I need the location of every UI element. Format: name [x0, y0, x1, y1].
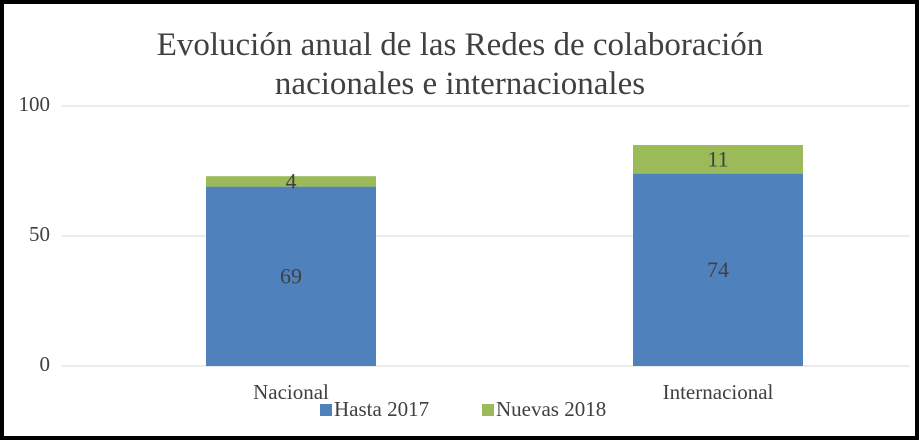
bar-segment — [206, 176, 376, 187]
data-label: 69 — [280, 263, 302, 288]
data-label: 4 — [286, 168, 297, 193]
legend-label: Nuevas 2018 — [496, 397, 606, 421]
y-tick-label: 100 — [19, 92, 51, 116]
y-tick-label: 0 — [40, 352, 51, 376]
data-label: 11 — [707, 146, 728, 171]
legend-label: Hasta 2017 — [334, 397, 429, 421]
chart-title: Evolución anual de las Redes de colabora… — [156, 27, 764, 102]
x-tick-label: Nacional — [253, 380, 329, 404]
bar-segment — [206, 186, 376, 366]
y-tick-label: 50 — [29, 222, 50, 246]
legend-swatch — [482, 404, 494, 416]
data-label: 74 — [707, 257, 729, 282]
bar-segment — [633, 173, 803, 366]
x-tick-label: Internacional — [663, 380, 774, 404]
bar-segment — [633, 145, 803, 174]
legend-swatch — [320, 404, 332, 416]
